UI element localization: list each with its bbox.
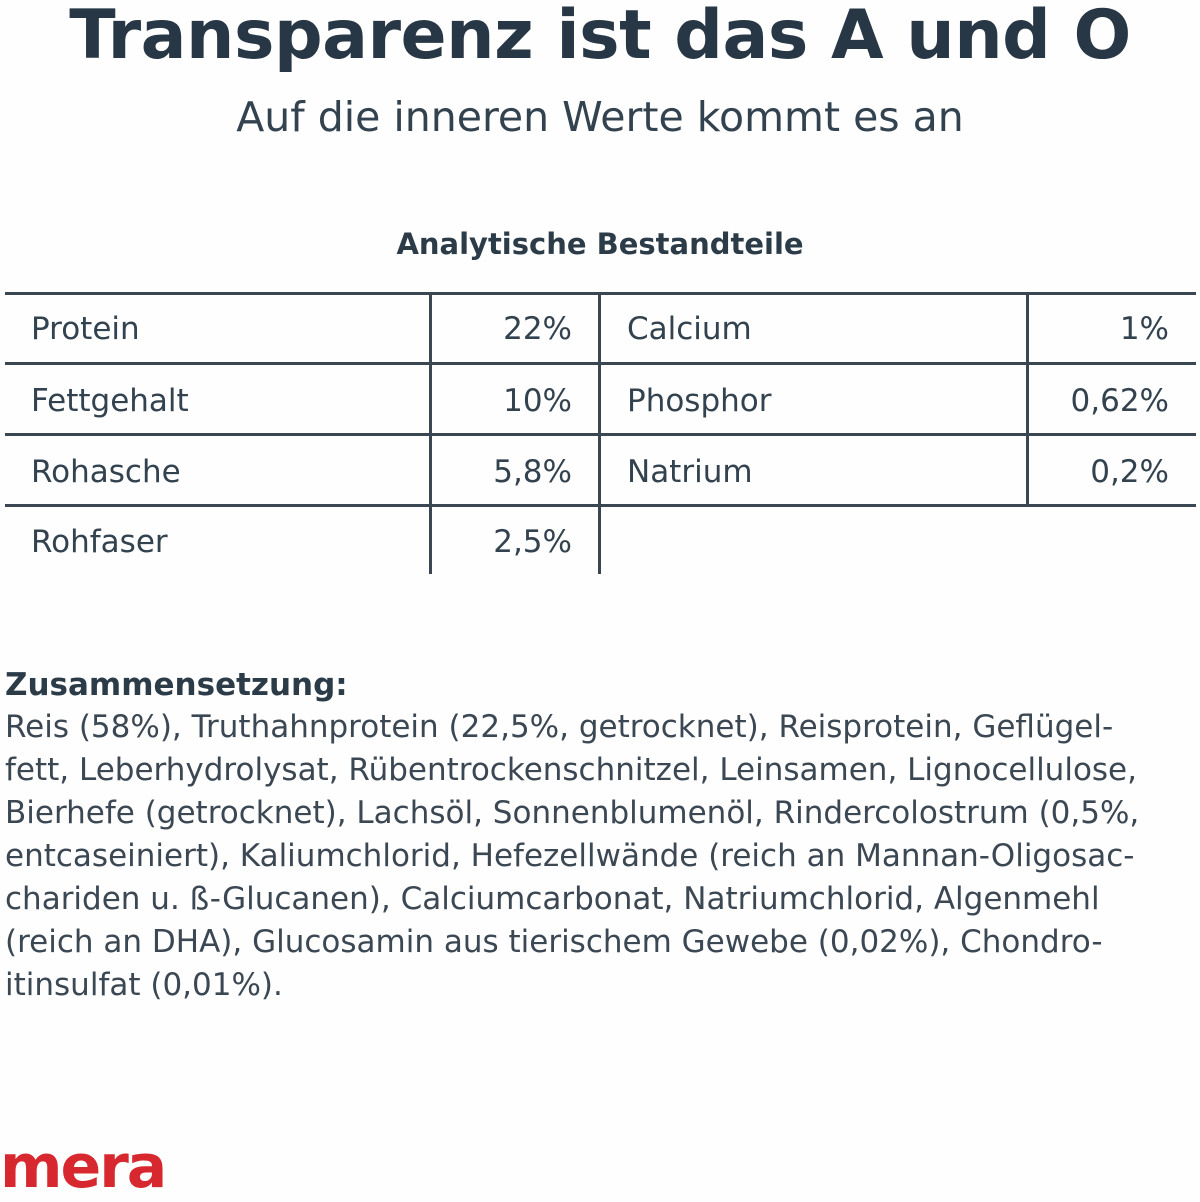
composition-line: chariden u. ß-Glucanen), Calciumcarbonat… [5,881,1100,917]
nutrient-label-natrium: Natrium [627,454,753,490]
nutrient-value-protein: 22% [503,311,572,347]
composition-line: Reis (58%), Truthahnprotein (22,5%, getr… [5,709,1114,745]
nutrient-label-protein: Protein [31,311,140,347]
nutrient-value-rohfaser: 2,5% [493,524,572,560]
page-subtitle: Auf die inneren Werte kommt es an [236,93,964,141]
table-divider [1026,292,1029,507]
nutrient-value-rohasche: 5,8% [493,454,572,490]
nutrient-label-rohasche: Rohasche [31,454,181,490]
composition-line: (reich an DHA), Glucosamin aus tierische… [5,924,1103,960]
nutrient-value-fettgehalt: 10% [503,383,572,419]
nutrient-value-natrium: 0,2% [1090,454,1169,490]
composition-heading: Zusammensetzung: [5,667,348,703]
analysis-table: Protein 22% Fettgehalt 10% Rohasche 5,8%… [0,0,1200,600]
nutrient-value-phosphor: 0,62% [1070,383,1169,419]
nutrient-label-rohfaser: Rohfaser [31,524,168,560]
nutrient-value-calcium: 1% [1119,311,1169,347]
nutrient-label-fettgehalt: Fettgehalt [31,383,189,419]
composition-line: entcaseiniert), Kaliumchlorid, Hefezellw… [5,838,1135,874]
analysis-title: Analytische Bestandteile [396,227,804,261]
composition-line: itinsulfat (0,01%). [5,967,283,1003]
nutrient-label-calcium: Calcium [627,311,752,347]
mera-logo: mera [0,1132,167,1202]
composition-line: Bierhefe (getrocknet), Lachsöl, Sonnenbl… [5,795,1140,831]
table-divider [429,292,432,574]
nutrient-label-phosphor: Phosphor [627,383,772,419]
composition-line: fett, Leberhydrolysat, Rübentrockenschni… [5,752,1137,788]
page-title: Transparenz ist das A und O [69,0,1131,75]
table-divider [598,292,601,574]
